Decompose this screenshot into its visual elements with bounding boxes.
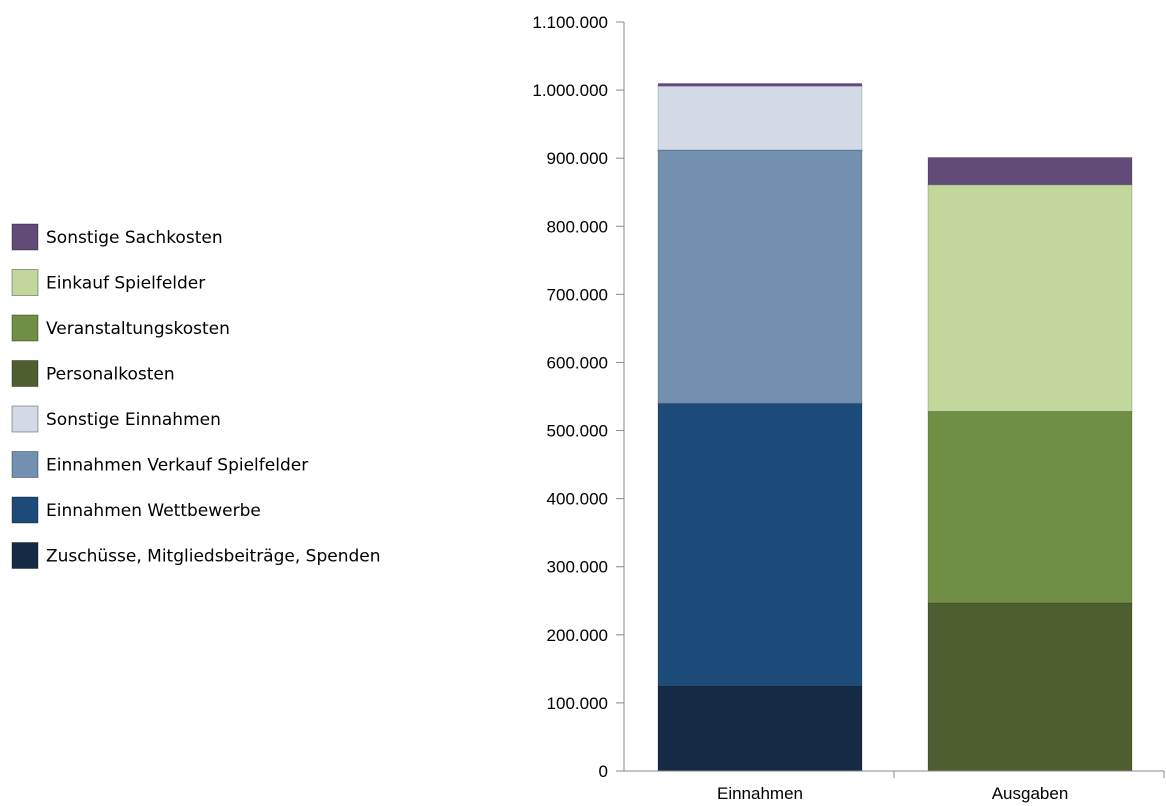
legend-swatch	[11, 223, 39, 251]
bar-top-edge	[658, 83, 862, 87]
bar-segment	[927, 157, 1133, 186]
y-tick-label: 200.000	[547, 626, 608, 645]
y-axis: 0 100.000 200.000 300.000 400.000 500.000 600.…	[532, 13, 625, 781]
bar-segment	[657, 149, 863, 404]
chart-legend: Sonstige Sachkosten Einkauf Spielfelder Ve…	[11, 223, 381, 569]
y-tick-label: 100.000	[547, 694, 608, 713]
y-tick-label: 700.000	[547, 285, 608, 304]
legend-label: Sonstige Sachkosten	[46, 228, 223, 248]
legend-label: Personalkosten	[46, 365, 175, 385]
legend-label: Sonstige Einnahmen	[46, 410, 221, 430]
legend-label: Einkauf Spielfelder	[46, 274, 205, 294]
legend-label: Einnahmen Wettbewerbe	[46, 501, 261, 521]
y-tick-label: 1.100.000	[532, 13, 608, 32]
bar-segment	[657, 685, 863, 772]
y-tick-label: 800.000	[547, 217, 608, 236]
y-tick-label: 600.000	[547, 353, 608, 372]
bar-segment	[927, 602, 1133, 772]
x-axis: Einnahmen Ausgaben	[624, 770, 1165, 803]
x-category-label: Ausgaben	[992, 784, 1069, 803]
legend-label: Zuschüsse, Mitgliedsbeiträge, Spenden	[46, 547, 381, 567]
bar-segment	[927, 410, 1133, 604]
legend-label: Veranstaltungskosten	[46, 319, 230, 339]
legend-swatch	[11, 496, 39, 524]
bar-segment	[657, 402, 863, 687]
legend-swatch	[11, 451, 39, 478]
bar-segment	[657, 84, 863, 151]
legend-swatch	[11, 405, 39, 433]
legend-label: Einnahmen Verkauf Spielfelder	[46, 456, 308, 476]
y-tick-label: 300.000	[547, 558, 608, 577]
y-tick-label: 400.000	[547, 490, 608, 509]
x-category-label: Einnahmen	[717, 784, 803, 803]
legend-swatch	[11, 360, 39, 387]
legend-swatch	[11, 269, 39, 296]
legend-swatch	[11, 542, 39, 569]
y-tick-label: 1.000.000	[532, 81, 608, 100]
legend-swatch	[11, 314, 39, 342]
y-tick-label: 500.000	[547, 422, 608, 441]
y-tick-label: 0	[599, 762, 608, 781]
plot-area	[657, 83, 1133, 772]
bar-segment	[927, 184, 1133, 412]
y-tick-label: 900.000	[547, 149, 608, 168]
